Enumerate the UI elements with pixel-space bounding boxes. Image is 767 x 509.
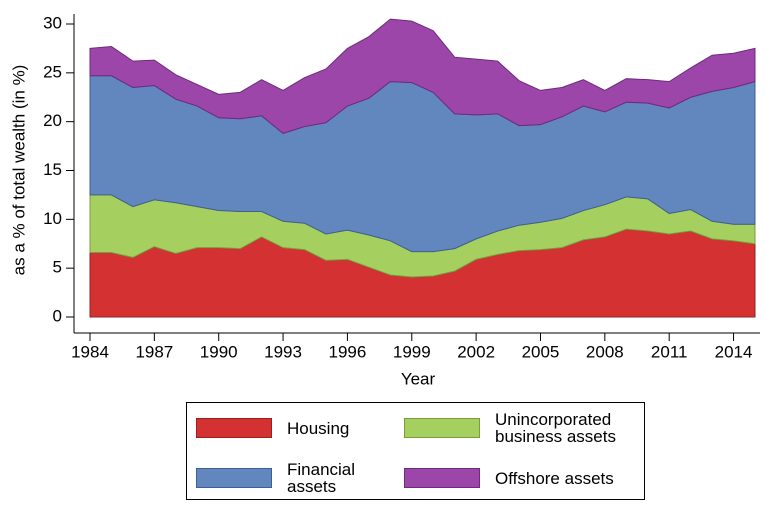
y-tick-label: 10 xyxy=(43,209,62,228)
y-tick-label: 5 xyxy=(53,258,62,277)
area xyxy=(89,18,756,134)
legend-swatch xyxy=(404,468,480,488)
legend-label: Offshore assets xyxy=(495,468,614,488)
x-tick-label: 2008 xyxy=(586,342,624,361)
legend-item: Housing xyxy=(196,411,437,445)
legend-label: Financial assets xyxy=(287,460,356,496)
legend-label: Housing xyxy=(287,418,350,438)
x-tick-label: 1987 xyxy=(135,342,173,361)
legend-item: Offshore assets xyxy=(404,461,645,495)
x-tick-label: 1984 xyxy=(71,342,109,361)
y-axis-label: as a % of total wealth (in %) xyxy=(9,65,28,276)
x-tick-label: 2002 xyxy=(457,342,495,361)
x-tick-label: 2005 xyxy=(522,342,560,361)
x-tick-label: 2011 xyxy=(651,342,688,361)
chart: as a % of total wealth (in %) Year 0 5 10 1… xyxy=(9,13,760,388)
y-tick-label: 0 xyxy=(53,306,62,325)
legend-swatch xyxy=(196,418,272,438)
x-tick-label: 1996 xyxy=(329,342,367,361)
y-tick-label: 20 xyxy=(43,111,62,130)
x-tick-label: 1990 xyxy=(200,342,238,361)
legend-swatch xyxy=(404,418,480,438)
y-tick-label: 30 xyxy=(43,13,62,32)
areas xyxy=(89,18,756,318)
x-tick-label: 1999 xyxy=(393,342,431,361)
x-axis-label: Year xyxy=(401,369,436,388)
y-tick-label: 15 xyxy=(43,160,62,179)
legend-item: Financial assets xyxy=(196,461,382,495)
legend-swatch xyxy=(196,468,272,488)
x-tick-label: 2014 xyxy=(715,342,753,361)
y-tick-label: 25 xyxy=(43,62,62,81)
x-tick-label: 1993 xyxy=(264,342,302,361)
legend-label: Unincorporated business assets xyxy=(495,410,616,446)
legend: Housing Unincorporated business assets Fin… xyxy=(186,402,645,500)
legend-item: Unincorporated business assets xyxy=(404,411,645,445)
